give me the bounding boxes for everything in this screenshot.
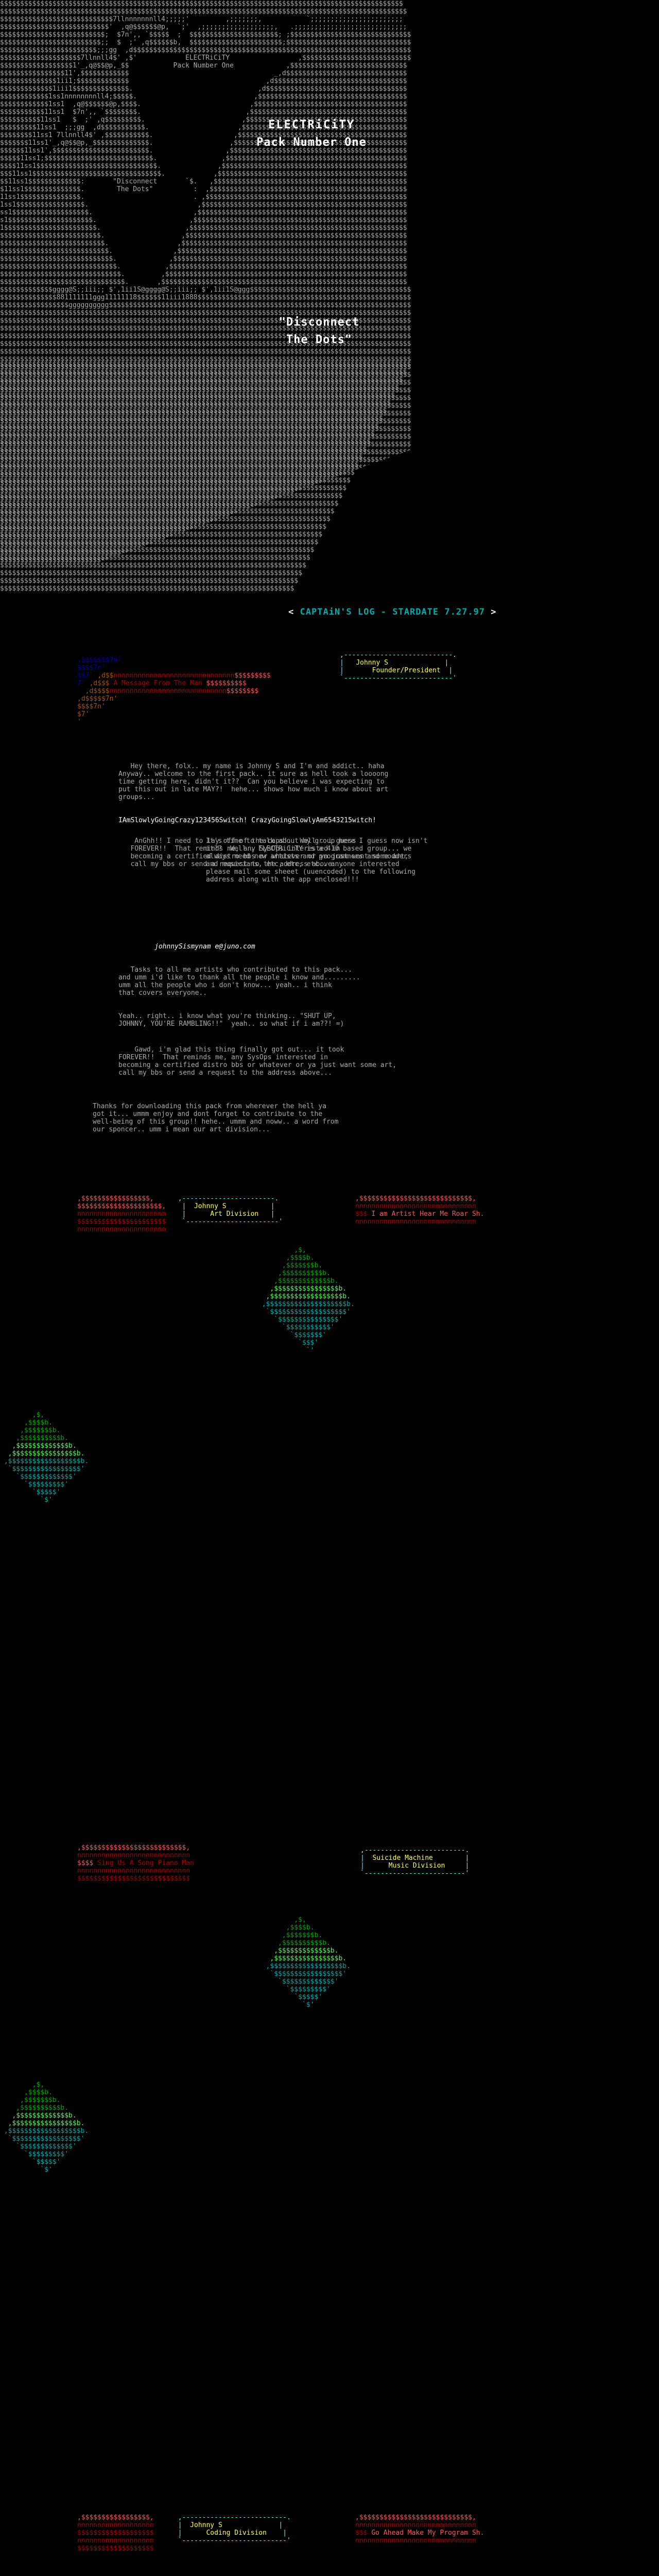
banner-johnny-s-founder: ,---------------------------. | Johnny S… bbox=[340, 651, 457, 682]
banner-artist-hear-me-roar: ,$$$$$$$$$$$$$$$$$$$$$$$$$$$$, nnnnnnnnn… bbox=[355, 1195, 484, 1226]
art-field-green-5: ,$, ,$$$$b. ,$$$$$$$b. bbox=[0, 2571, 659, 2576]
art-field-green-3: ,$, ,$$$$b. ,$$$$$$$b. bbox=[266, 1916, 351, 2009]
banner-johnny-s-art-division: ,$$$$$$$$$$$$$$$$$, ,-------------------… bbox=[77, 1195, 283, 1233]
captains-log-open-bracket: < bbox=[288, 607, 294, 617]
letter-paragraph-6: Thanks for downloading this pack from wh… bbox=[93, 1103, 339, 1133]
banner-sing-us-a-song: ,$$$$$$$$$$$$$$$$$$$$$$$$$$, nnnnnnnnnnn… bbox=[77, 1844, 194, 1883]
pack-subtitle: Pack Number One bbox=[256, 136, 367, 149]
banner-suicide-machine-music: ,-------------------------. | Suicide Ma… bbox=[360, 1846, 470, 1877]
electricity-logo-art: $$$$$$$$$$$$$$$$$$$$$$$$$$$$$$$$$$$$$$$$… bbox=[0, 0, 659, 598]
letter-email: johnnySismynam e@juno.com bbox=[154, 943, 255, 951]
art-field-green-1: ,$, ,$$$$b. ,$$$$$$$b. bbox=[262, 1246, 355, 1354]
letter-paragraph-5: Gawd, i'm glad this thing finally got ou… bbox=[118, 1046, 397, 1077]
letter-paragraph-3: Tasks to all me artists who contributed … bbox=[118, 966, 360, 997]
letter-paragraph-2: AnGhh!! I need to lay off of the caps!..… bbox=[130, 837, 409, 868]
art-field-green-2: ,$, ,$$$$b. ,$$$$$$$b. ,$$$$$$$$$$b. ,$$… bbox=[4, 1411, 89, 1504]
letter-handle-line: IAmSlowlyGoingCrazy123456Switch! CrazyGo… bbox=[118, 817, 376, 824]
letter-paragraph-2b: It's time to talk about my group here I … bbox=[206, 837, 428, 884]
letter-paragraph-1: Hey there, folx.. my name is Johnny S an… bbox=[118, 762, 389, 801]
pack-title: ELECTRiCiTY bbox=[268, 118, 355, 131]
letter-paragraph-4: Yeah.. right.. i know what you're thinki… bbox=[118, 1012, 344, 1028]
pack-quote-line2: The Dots" bbox=[286, 333, 353, 346]
banner-go-ahead-make-my-program: ,$$$$$$$$$$$$$$$$$$$$$$$$$$$$, nnnnnnnnn… bbox=[355, 2514, 484, 2545]
captains-log-close-bracket: > bbox=[491, 607, 497, 617]
logo-ascii-art: $$$$$$$$$$$$$$$$$$$$$$$$$$$$$$$$$$$$$$$$… bbox=[0, 0, 411, 564]
pack-quote-line1: "Disconnect bbox=[279, 316, 360, 329]
captains-log-text: CAPTAiN'S LOG - STARDATE 7.27.97 bbox=[300, 607, 485, 617]
banner-johnny-s-coding-division: ,$$$$$$$$$$$$$$$$$, ,-------------------… bbox=[77, 2514, 291, 2552]
art-field-green-4: ,$, ,$$$$b. ,$$$$$$$b. ,$$$$$$$$$$b. ,$$… bbox=[4, 2081, 89, 2174]
banner-message-from-the-man: ,$$$$$$$7n' $$$$7n' $$7' ,d$$nnnnnnnnnnn… bbox=[77, 656, 271, 726]
logo-lower-art: $$$$$$$$$$$$$$$$$$$$$$$$$$$$$$$$$$$$$$$$… bbox=[0, 361, 411, 592]
captains-log-header: < CAPTAiN'S LOG - STARDATE 7.27.97 > bbox=[288, 607, 497, 617]
